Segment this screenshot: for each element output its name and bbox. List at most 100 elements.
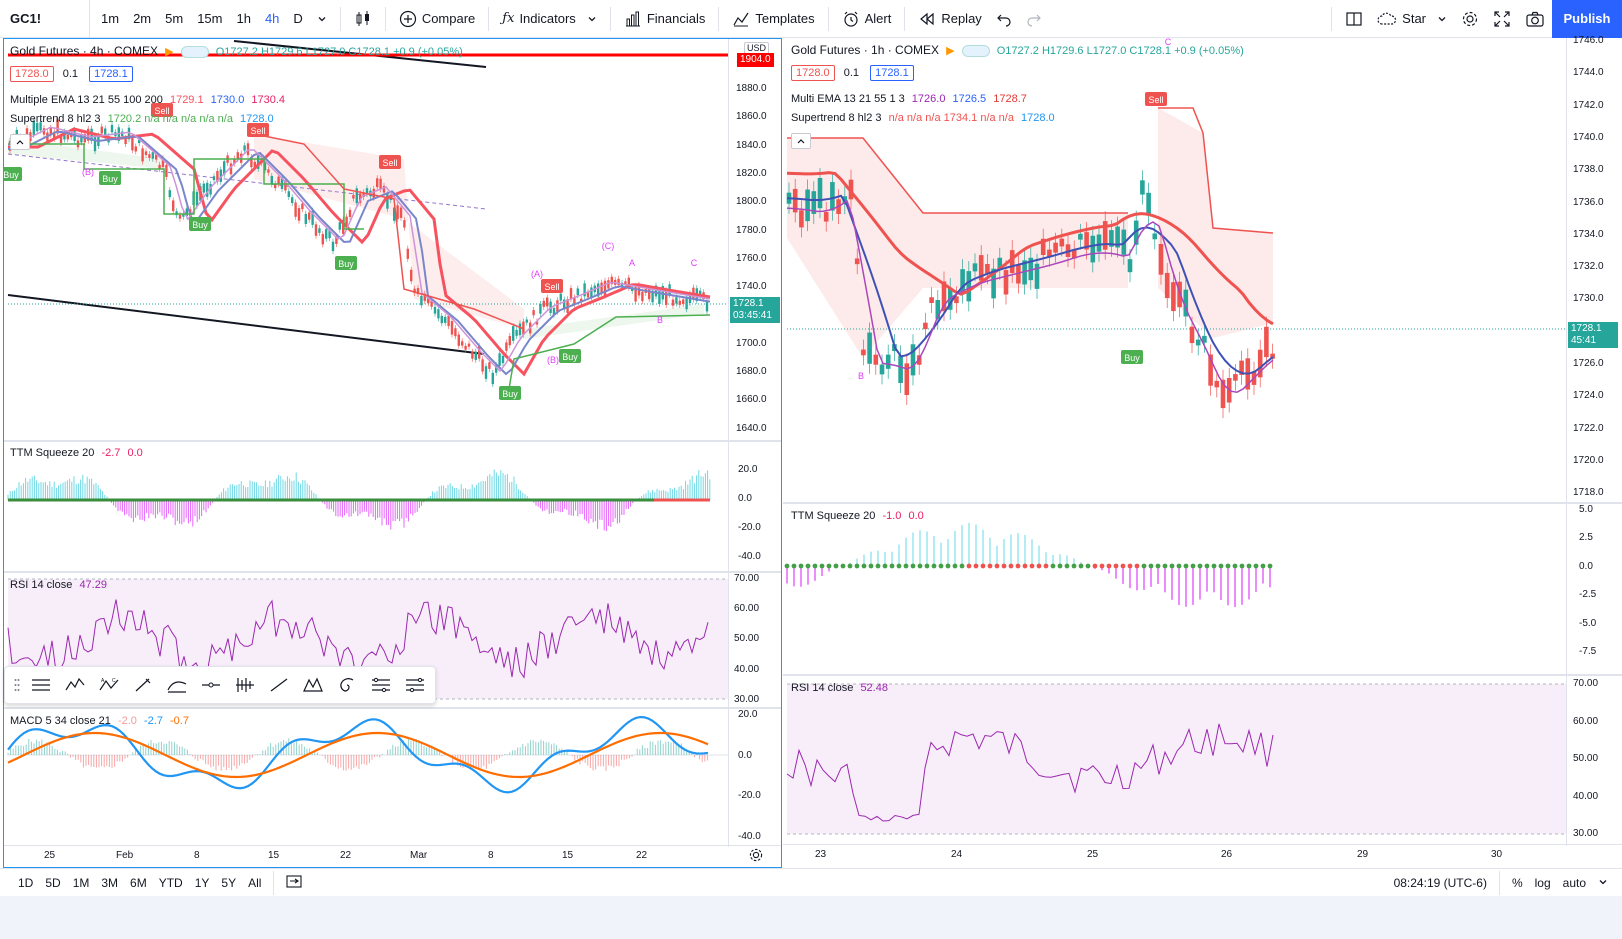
range-ytd[interactable]: YTD xyxy=(158,875,183,890)
interval-1m[interactable]: 1m xyxy=(101,11,120,26)
pane-separator[interactable] xyxy=(4,440,781,442)
ask-price[interactable]: 1728.1 xyxy=(870,65,914,81)
date-range-tool[interactable] xyxy=(399,670,431,700)
elliott-wave-tool[interactable] xyxy=(59,670,91,700)
collapse-legend-button[interactable] xyxy=(791,133,811,149)
pane-separator[interactable] xyxy=(4,571,781,573)
snapshot-button[interactable] xyxy=(1518,4,1552,34)
left-rsi-legend[interactable]: RSI 14 close 47.29 xyxy=(10,579,107,591)
right-chart-pane[interactable]: Sell Buy B C Gold Futures · 1h · COMEX ▶ O1… xyxy=(783,35,1622,868)
alert-button[interactable]: Alert xyxy=(835,4,899,34)
supertrend-line xyxy=(787,137,1128,214)
left-supertrend-legend[interactable]: Supertrend 8 hl2 3 1720.2 n/a n/a n/a n/… xyxy=(10,113,274,125)
drag-handle[interactable] xyxy=(11,670,23,700)
left-time-axis[interactable]: 25 Feb 8 15 22 Mar 8 15 22 xyxy=(4,846,728,866)
horizontal-lines-tool[interactable] xyxy=(25,670,57,700)
range-1m[interactable]: 1M xyxy=(72,875,90,890)
left-macd-legend[interactable]: MACD 5 34 close 21 -2.0 -2.7 -0.7 xyxy=(10,715,189,727)
interval-5m[interactable]: 5m xyxy=(165,11,184,26)
undo-button[interactable] xyxy=(989,4,1019,34)
pane-separator[interactable] xyxy=(783,674,1622,676)
bid-price[interactable]: 1728.0 xyxy=(791,65,835,81)
candle xyxy=(583,283,586,297)
indicators-button[interactable]: ƒx Indicators xyxy=(495,4,604,34)
range-5y[interactable]: 5Y xyxy=(221,875,237,890)
fib-spiral-tool[interactable] xyxy=(331,670,363,700)
candle xyxy=(620,282,624,288)
interval-4h[interactable]: 4h xyxy=(264,11,280,26)
trend-line-tool[interactable] xyxy=(127,670,159,700)
left-chart-pane[interactable]: Buy Buy Buy Buy Buy Buy Sell Sell Sell Sell (B) (A)… xyxy=(3,38,782,868)
right-chart-title[interactable]: Gold Futures · 1h · COMEX xyxy=(791,43,940,57)
candle xyxy=(1003,270,1009,295)
line-tool[interactable] xyxy=(263,670,295,700)
range-all[interactable]: All xyxy=(248,875,262,890)
interval-dropdown[interactable] xyxy=(310,4,334,34)
pane-separator[interactable] xyxy=(4,707,781,709)
interval-d[interactable]: D xyxy=(293,11,303,26)
fullscreen-button[interactable] xyxy=(1486,4,1518,34)
collapse-panel-button[interactable] xyxy=(1592,876,1622,890)
horizontal-ray-tool[interactable] xyxy=(195,670,227,700)
candle xyxy=(274,183,277,189)
candles-icon xyxy=(356,10,369,26)
redo-button[interactable] xyxy=(1019,4,1049,34)
left-ttm-legend[interactable]: TTM Squeeze 20 -2.7 0.0 xyxy=(10,447,143,459)
chart-settings-button[interactable] xyxy=(748,847,764,866)
candle xyxy=(42,128,46,135)
range-5d[interactable]: 5D xyxy=(45,875,61,890)
candle xyxy=(1177,281,1182,308)
candle xyxy=(277,176,280,185)
left-ema-legend[interactable]: Multiple EMA 13 21 55 100 200 1729.1 173… xyxy=(10,94,285,106)
bid-price[interactable]: 1728.0 xyxy=(10,66,54,82)
publish-button[interactable]: Publish xyxy=(1552,0,1622,38)
candle xyxy=(1078,233,1083,240)
right-supertrend-legend[interactable]: Supertrend 8 hl2 3 n/a n/a n/a 1734.1 n/… xyxy=(791,112,1055,124)
clock-timezone[interactable]: 08:24:19 (UTC-6) xyxy=(1393,875,1487,890)
auto-scale-toggle[interactable]: auto xyxy=(1562,875,1586,890)
range-3m[interactable]: 3M xyxy=(101,875,119,890)
range-1y[interactable]: 1Y xyxy=(194,875,210,890)
bars-pattern-tool[interactable] xyxy=(229,670,261,700)
xabcd-pattern-tool[interactable] xyxy=(297,670,329,700)
right-ema-legend[interactable]: Multi EMA 13 21 55 1 3 1726.0 1726.5 172… xyxy=(791,93,1027,105)
ask-price[interactable]: 1728.1 xyxy=(89,66,133,82)
right-time-axis[interactable]: 23 24 25 26 29 30 xyxy=(783,845,1566,865)
symbol-search[interactable]: GC1! xyxy=(0,0,90,38)
interval-1h[interactable]: 1h xyxy=(236,11,251,26)
candle xyxy=(1158,243,1164,275)
settings-button[interactable] xyxy=(1454,4,1486,34)
replay-button[interactable]: Replay xyxy=(911,4,988,34)
price-tick: 50.00 xyxy=(734,633,760,645)
pattern-toggle-icon[interactable] xyxy=(961,45,990,58)
interval-15m[interactable]: 15m xyxy=(197,11,223,26)
save-layout-button[interactable]: Star xyxy=(1370,4,1454,34)
templates-button[interactable]: Templates xyxy=(725,4,821,34)
pane-separator[interactable] xyxy=(783,502,1622,504)
right-ttm-legend[interactable]: TTM Squeeze 20 -1.0 0.0 xyxy=(791,510,924,522)
curve-tool[interactable] xyxy=(161,670,193,700)
price-range-tool[interactable] xyxy=(365,670,397,700)
goto-date-button[interactable] xyxy=(280,874,308,891)
range-6m[interactable]: 6M xyxy=(130,875,147,890)
ttm-dot xyxy=(1204,563,1210,569)
right-price-axis[interactable] xyxy=(1566,38,1622,846)
price-tick: 1660.0 xyxy=(736,394,767,406)
collapse-legend-button[interactable] xyxy=(10,134,30,150)
pattern-toggle-icon[interactable] xyxy=(180,46,209,59)
range-1d[interactable]: 1D xyxy=(18,875,34,890)
log-scale-toggle[interactable]: log xyxy=(1534,875,1551,890)
right-chart-canvas[interactable]: Sell Buy B C xyxy=(783,38,1622,866)
financials-button[interactable]: Financials xyxy=(617,4,713,34)
left-price-axis[interactable] xyxy=(728,39,781,847)
interval-2m[interactable]: 2m xyxy=(133,11,152,26)
left-chart-title[interactable]: Gold Futures · 4h · COMEX xyxy=(10,44,159,58)
compare-button[interactable]: Compare xyxy=(392,4,482,34)
candle xyxy=(1102,221,1108,250)
layout-button[interactable] xyxy=(1338,4,1370,34)
percent-scale-toggle[interactable]: % xyxy=(1511,875,1523,890)
chart-type-button[interactable] xyxy=(347,4,379,34)
price-tick: -20.0 xyxy=(738,522,761,533)
right-rsi-legend[interactable]: RSI 14 close 52.48 xyxy=(791,682,888,694)
